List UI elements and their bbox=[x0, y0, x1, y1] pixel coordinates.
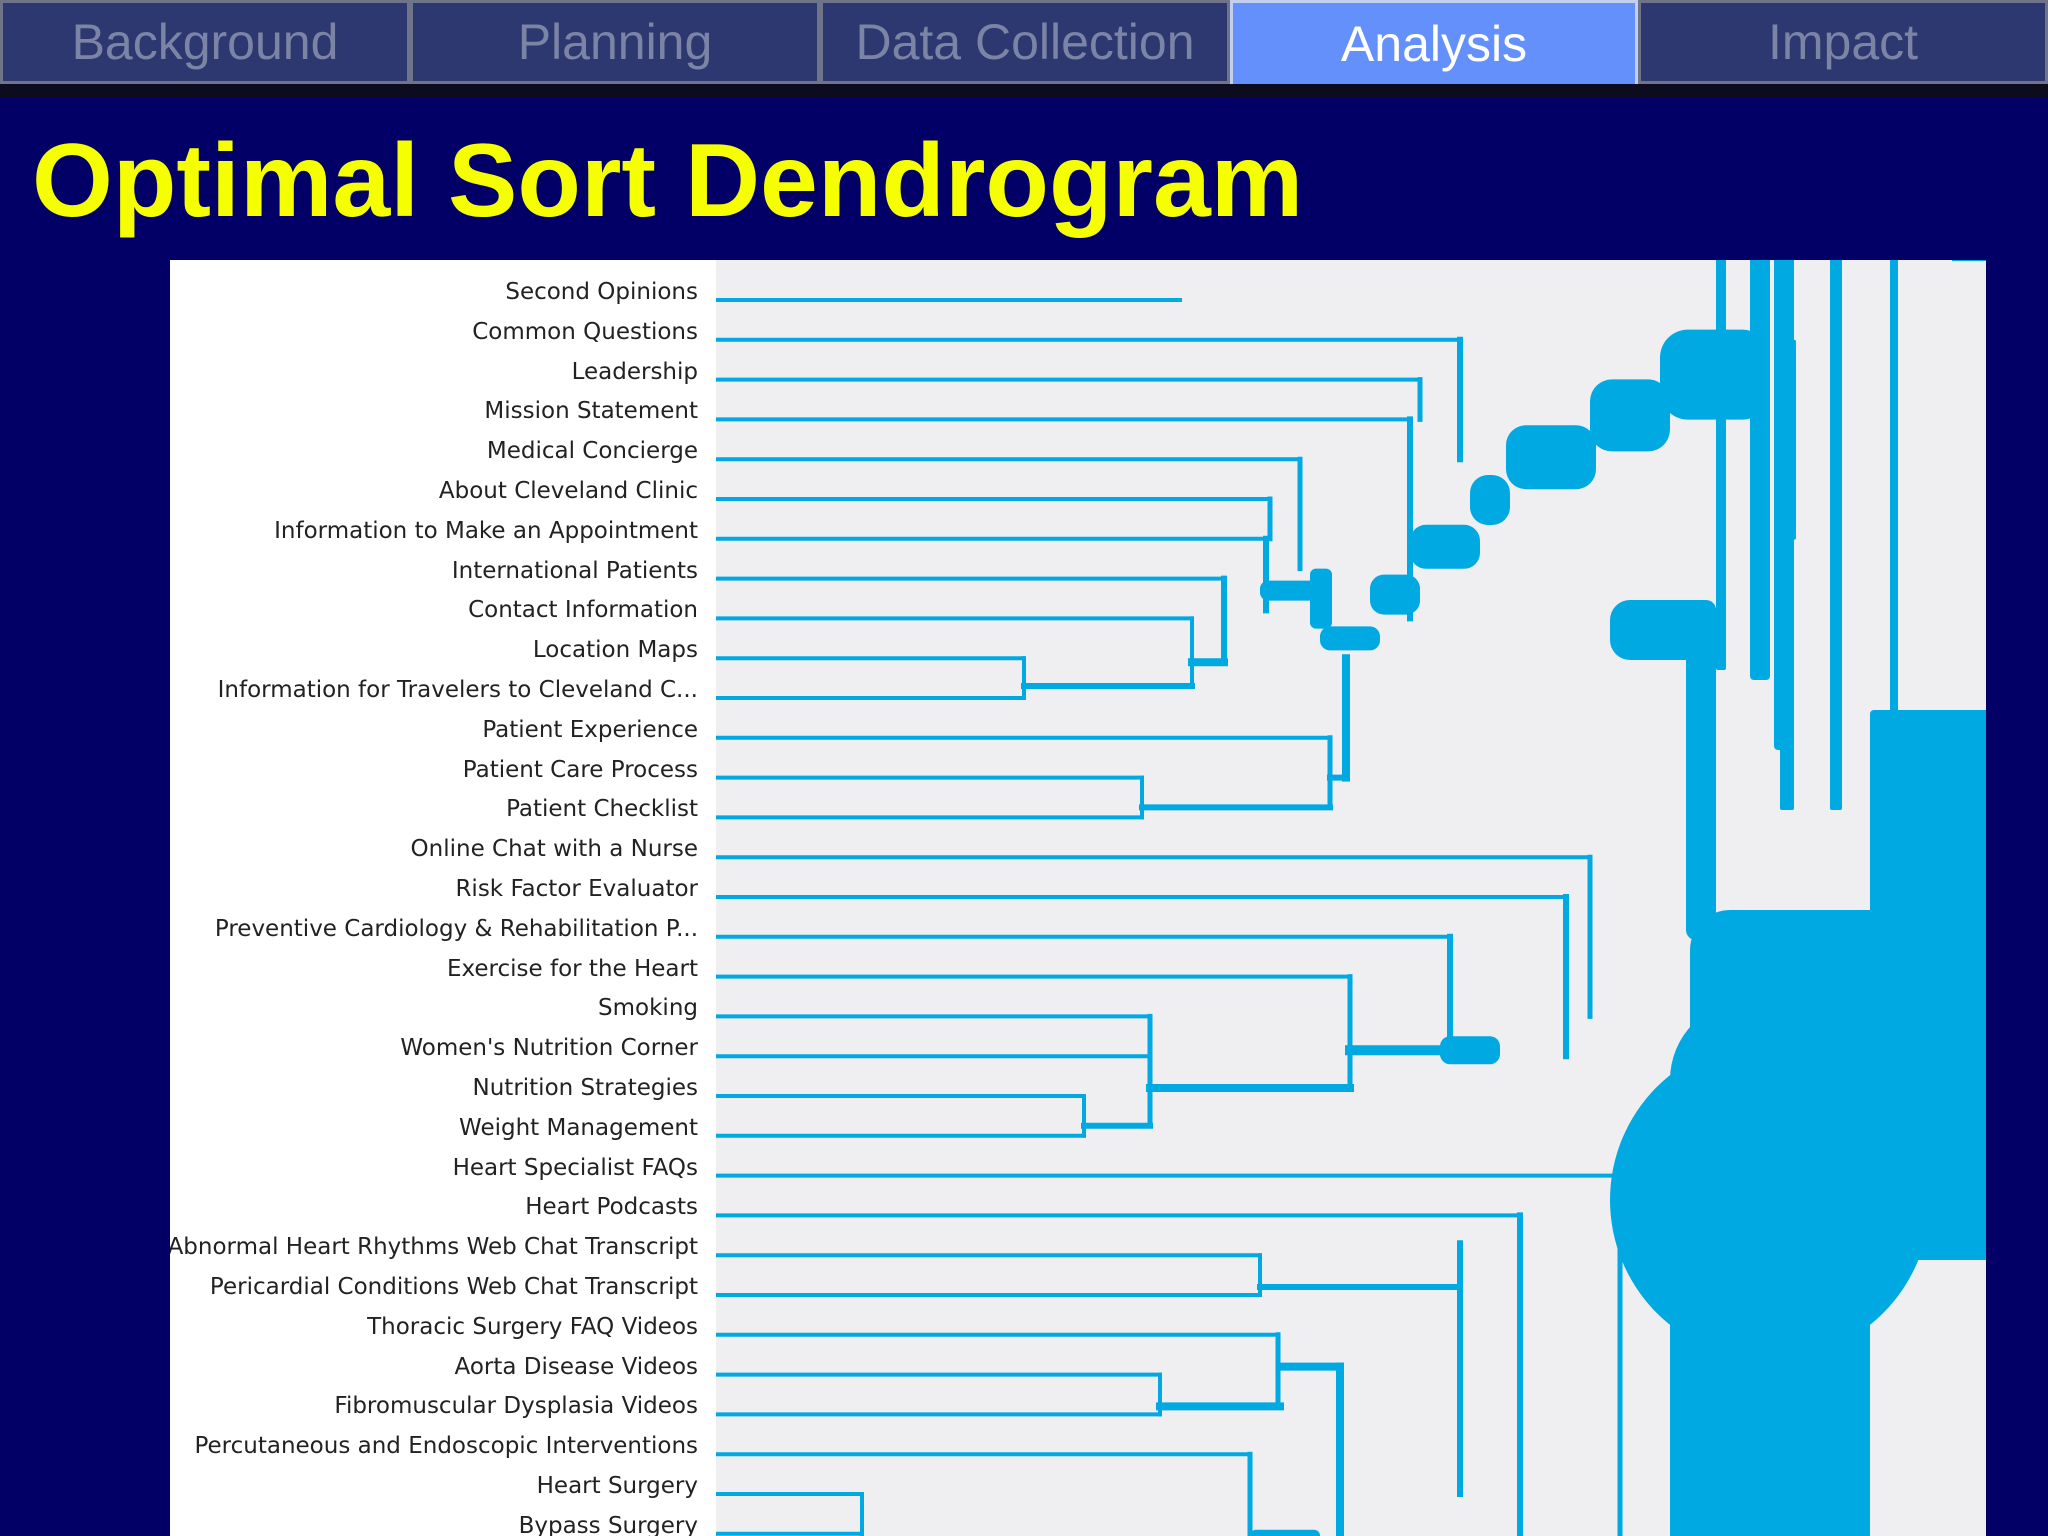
leaf-label: Risk Factor Evaluator bbox=[455, 876, 698, 902]
leaf-label: Bypass Surgery bbox=[518, 1512, 698, 1536]
leaf-label: Common Questions bbox=[472, 318, 698, 345]
navigation-tabs: Background Planning Data Collection Anal… bbox=[0, 0, 2048, 90]
leaf-label: Information to Make an Appointment bbox=[274, 517, 698, 544]
merged-branch bbox=[1780, 260, 1794, 810]
leaf-label: Contact Information bbox=[468, 597, 698, 624]
merged-branch bbox=[1310, 568, 1332, 629]
tab-impact[interactable]: Impact bbox=[1638, 0, 2048, 84]
merged-branch bbox=[1830, 260, 1842, 810]
leaf-label: Heart Specialist FAQs bbox=[452, 1154, 698, 1181]
leaf-label: Information for Travelers to Cleveland C… bbox=[217, 677, 698, 703]
merged-branch bbox=[1890, 260, 1898, 810]
leaf-label: Patient Experience bbox=[482, 716, 698, 743]
leaf-label: Aorta Disease Videos bbox=[454, 1353, 698, 1380]
merged-branch bbox=[1440, 1036, 1500, 1065]
leaf-label: Heart Surgery bbox=[536, 1473, 698, 1499]
merged-branch bbox=[1660, 329, 1770, 420]
leaf-label: Medical Concierge bbox=[486, 438, 698, 465]
leaf-label: Leadership bbox=[571, 358, 698, 385]
leaf-label: Second Opinions bbox=[505, 279, 698, 305]
dendrogram-panel: Second Opinions Common Questions Leadershi… bbox=[170, 260, 1986, 1536]
leaf-label: Mission Statement bbox=[484, 398, 698, 425]
merged-branch bbox=[1506, 425, 1596, 490]
leaf-label: About Cleveland Clinic bbox=[438, 478, 698, 504]
leaf-label: Thoracic Surgery FAQ Videos bbox=[367, 1313, 698, 1340]
merged-branch bbox=[1260, 580, 1320, 601]
tab-bar-shadow bbox=[0, 84, 2048, 98]
leaf-label: Heart Podcasts bbox=[525, 1194, 698, 1221]
leaf-label: Women's Nutrition Corner bbox=[400, 1035, 698, 1062]
leaf-label: Abnormal Heart Rhythms Web Chat Transcri… bbox=[170, 1234, 698, 1261]
tab-data-collection[interactable]: Data Collection bbox=[820, 0, 1230, 84]
leaf-label: Nutrition Strategies bbox=[472, 1075, 698, 1101]
merged-branch bbox=[1470, 475, 1510, 525]
leaf-label: Patient Care Process bbox=[462, 756, 698, 783]
leaf-label: Preventive Cardiology & Rehabilitation P… bbox=[214, 915, 698, 942]
tab-background[interactable]: Background bbox=[0, 0, 410, 84]
root-merge bbox=[1870, 710, 1986, 1260]
merged-branch bbox=[1590, 379, 1670, 452]
leaf-label: Online Chat with a Nurse bbox=[410, 836, 698, 863]
tab-planning[interactable]: Planning bbox=[410, 0, 820, 84]
merged-branch bbox=[1770, 1260, 1776, 1536]
merged-branch bbox=[1952, 260, 1986, 261]
leaf-label: International Patients bbox=[451, 557, 698, 584]
merged-branch bbox=[1410, 524, 1480, 569]
trunk bbox=[1686, 600, 1716, 940]
leaf-label: Weight Management bbox=[459, 1114, 698, 1141]
leaf-label: Smoking bbox=[598, 995, 698, 1022]
merged-branch bbox=[1716, 260, 1726, 670]
merged-branch bbox=[1750, 260, 1770, 680]
merged-branch bbox=[1250, 1529, 1320, 1536]
merged-branch bbox=[1320, 626, 1380, 651]
leaf-label: Percutaneous and Endoscopic Intervention… bbox=[194, 1433, 698, 1460]
leaf-labels: Second Opinions Common Questions Leadershi… bbox=[170, 260, 698, 1536]
tab-analysis[interactable]: Analysis bbox=[1230, 0, 1638, 88]
slide-title: Optimal Sort Dendrogram bbox=[32, 123, 1304, 239]
leaf-label: Fibromuscular Dysplasia Videos bbox=[334, 1393, 698, 1420]
leaf-label: Location Maps bbox=[532, 637, 698, 664]
trunk bbox=[1610, 600, 1720, 660]
leaf-label: Pericardial Conditions Web Chat Transcri… bbox=[209, 1274, 698, 1300]
leaf-label: Patient Checklist bbox=[506, 796, 698, 823]
dendrogram-tree bbox=[716, 260, 1986, 1536]
merged-branch bbox=[1370, 574, 1420, 615]
leaf-label: Exercise for the Heart bbox=[446, 955, 698, 982]
